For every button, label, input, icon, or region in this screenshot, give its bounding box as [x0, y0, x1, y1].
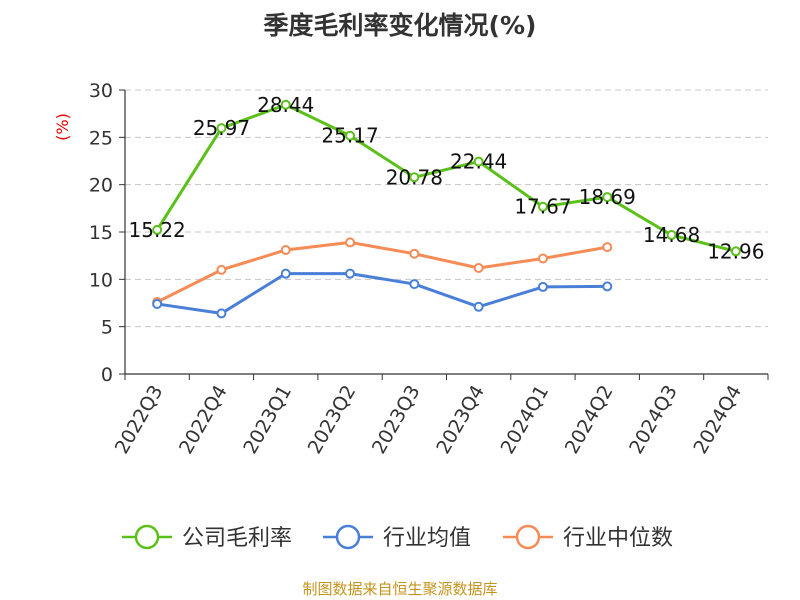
data-point	[666, 230, 677, 241]
y-tick-label: 5	[101, 317, 113, 339]
data-point	[345, 237, 356, 248]
data-label: 12.96	[707, 239, 764, 263]
data-point	[280, 99, 291, 110]
legend-marker	[335, 524, 361, 550]
y-tick-label: 15	[89, 222, 113, 244]
x-tick-label: 2022Q3	[111, 382, 168, 458]
x-tick-label: 2023Q3	[368, 382, 425, 458]
legend-marker	[515, 524, 541, 550]
data-point	[280, 268, 291, 279]
data-point	[409, 172, 420, 183]
data-point	[216, 264, 227, 275]
data-point	[537, 201, 548, 212]
data-point	[152, 224, 163, 235]
data-label: 18.69	[579, 185, 636, 209]
data-point	[537, 281, 548, 292]
data-point	[537, 253, 548, 264]
data-point	[473, 156, 484, 167]
y-tick-label: 10	[89, 269, 113, 291]
data-point	[409, 279, 420, 290]
data-label: 25.17	[321, 124, 378, 148]
data-label: 22.44	[450, 150, 507, 174]
legend: 公司毛利率 行业均值 行业中位数	[122, 524, 673, 551]
legend-item: 公司毛利率	[122, 524, 292, 551]
data-label: 28.44	[257, 93, 314, 117]
data-point	[602, 192, 613, 203]
series-line	[156, 240, 608, 304]
series-line	[155, 103, 737, 253]
series-lines	[152, 99, 741, 319]
chart-title: 季度毛利率变化情况(%)	[264, 11, 537, 40]
grid-lines	[125, 89, 768, 328]
source-note: 制图数据来自恒生聚源数据库	[302, 580, 497, 598]
data-point	[473, 262, 484, 273]
data-label: 14.68	[643, 223, 700, 247]
y-tick-label: 25	[89, 127, 113, 149]
data-point	[216, 308, 227, 319]
x-tick-label: 2023Q4	[432, 382, 489, 458]
y-tick-label: 30	[89, 80, 113, 102]
y-axis-label: (%)	[53, 113, 72, 141]
data-label: 15.22	[129, 218, 186, 242]
data-point	[152, 298, 163, 309]
data-point	[473, 301, 484, 312]
data-label: 20.78	[386, 165, 443, 189]
data-label: 25.97	[193, 116, 250, 140]
legend-item: 行业均值	[323, 524, 471, 551]
x-tick-label: 2022Q4	[175, 382, 232, 458]
legend-marker	[134, 524, 160, 550]
legend-label: 行业均值	[383, 526, 471, 551]
data-labels: 15.22 25.97 28.44 25.17 20.78 22.44 17.67 18.69…	[129, 93, 765, 264]
data-point	[345, 268, 356, 279]
x-tick-label: 2024Q4	[689, 382, 746, 458]
series-line	[156, 272, 608, 315]
data-point	[216, 123, 227, 134]
data-point	[409, 248, 420, 259]
data-point	[602, 281, 613, 292]
data-point	[280, 244, 291, 255]
legend-item: 行业中位数	[503, 524, 673, 551]
data-point	[345, 130, 356, 141]
y-tick-label: 0	[101, 364, 113, 386]
data-label: 17.67	[514, 195, 571, 219]
data-point	[730, 246, 741, 257]
x-tick-label: 2023Q1	[239, 382, 296, 458]
y-tick-label: 20	[89, 175, 113, 197]
data-point	[602, 242, 613, 253]
x-tick-label: 2024Q2	[561, 382, 618, 458]
legend-label: 公司毛利率	[182, 526, 292, 551]
legend-label: 行业中位数	[563, 526, 673, 551]
x-tick-label: 2024Q1	[497, 382, 554, 458]
x-tick-label: 2023Q2	[304, 382, 361, 458]
x-tick-label: 2024Q3	[625, 382, 682, 458]
